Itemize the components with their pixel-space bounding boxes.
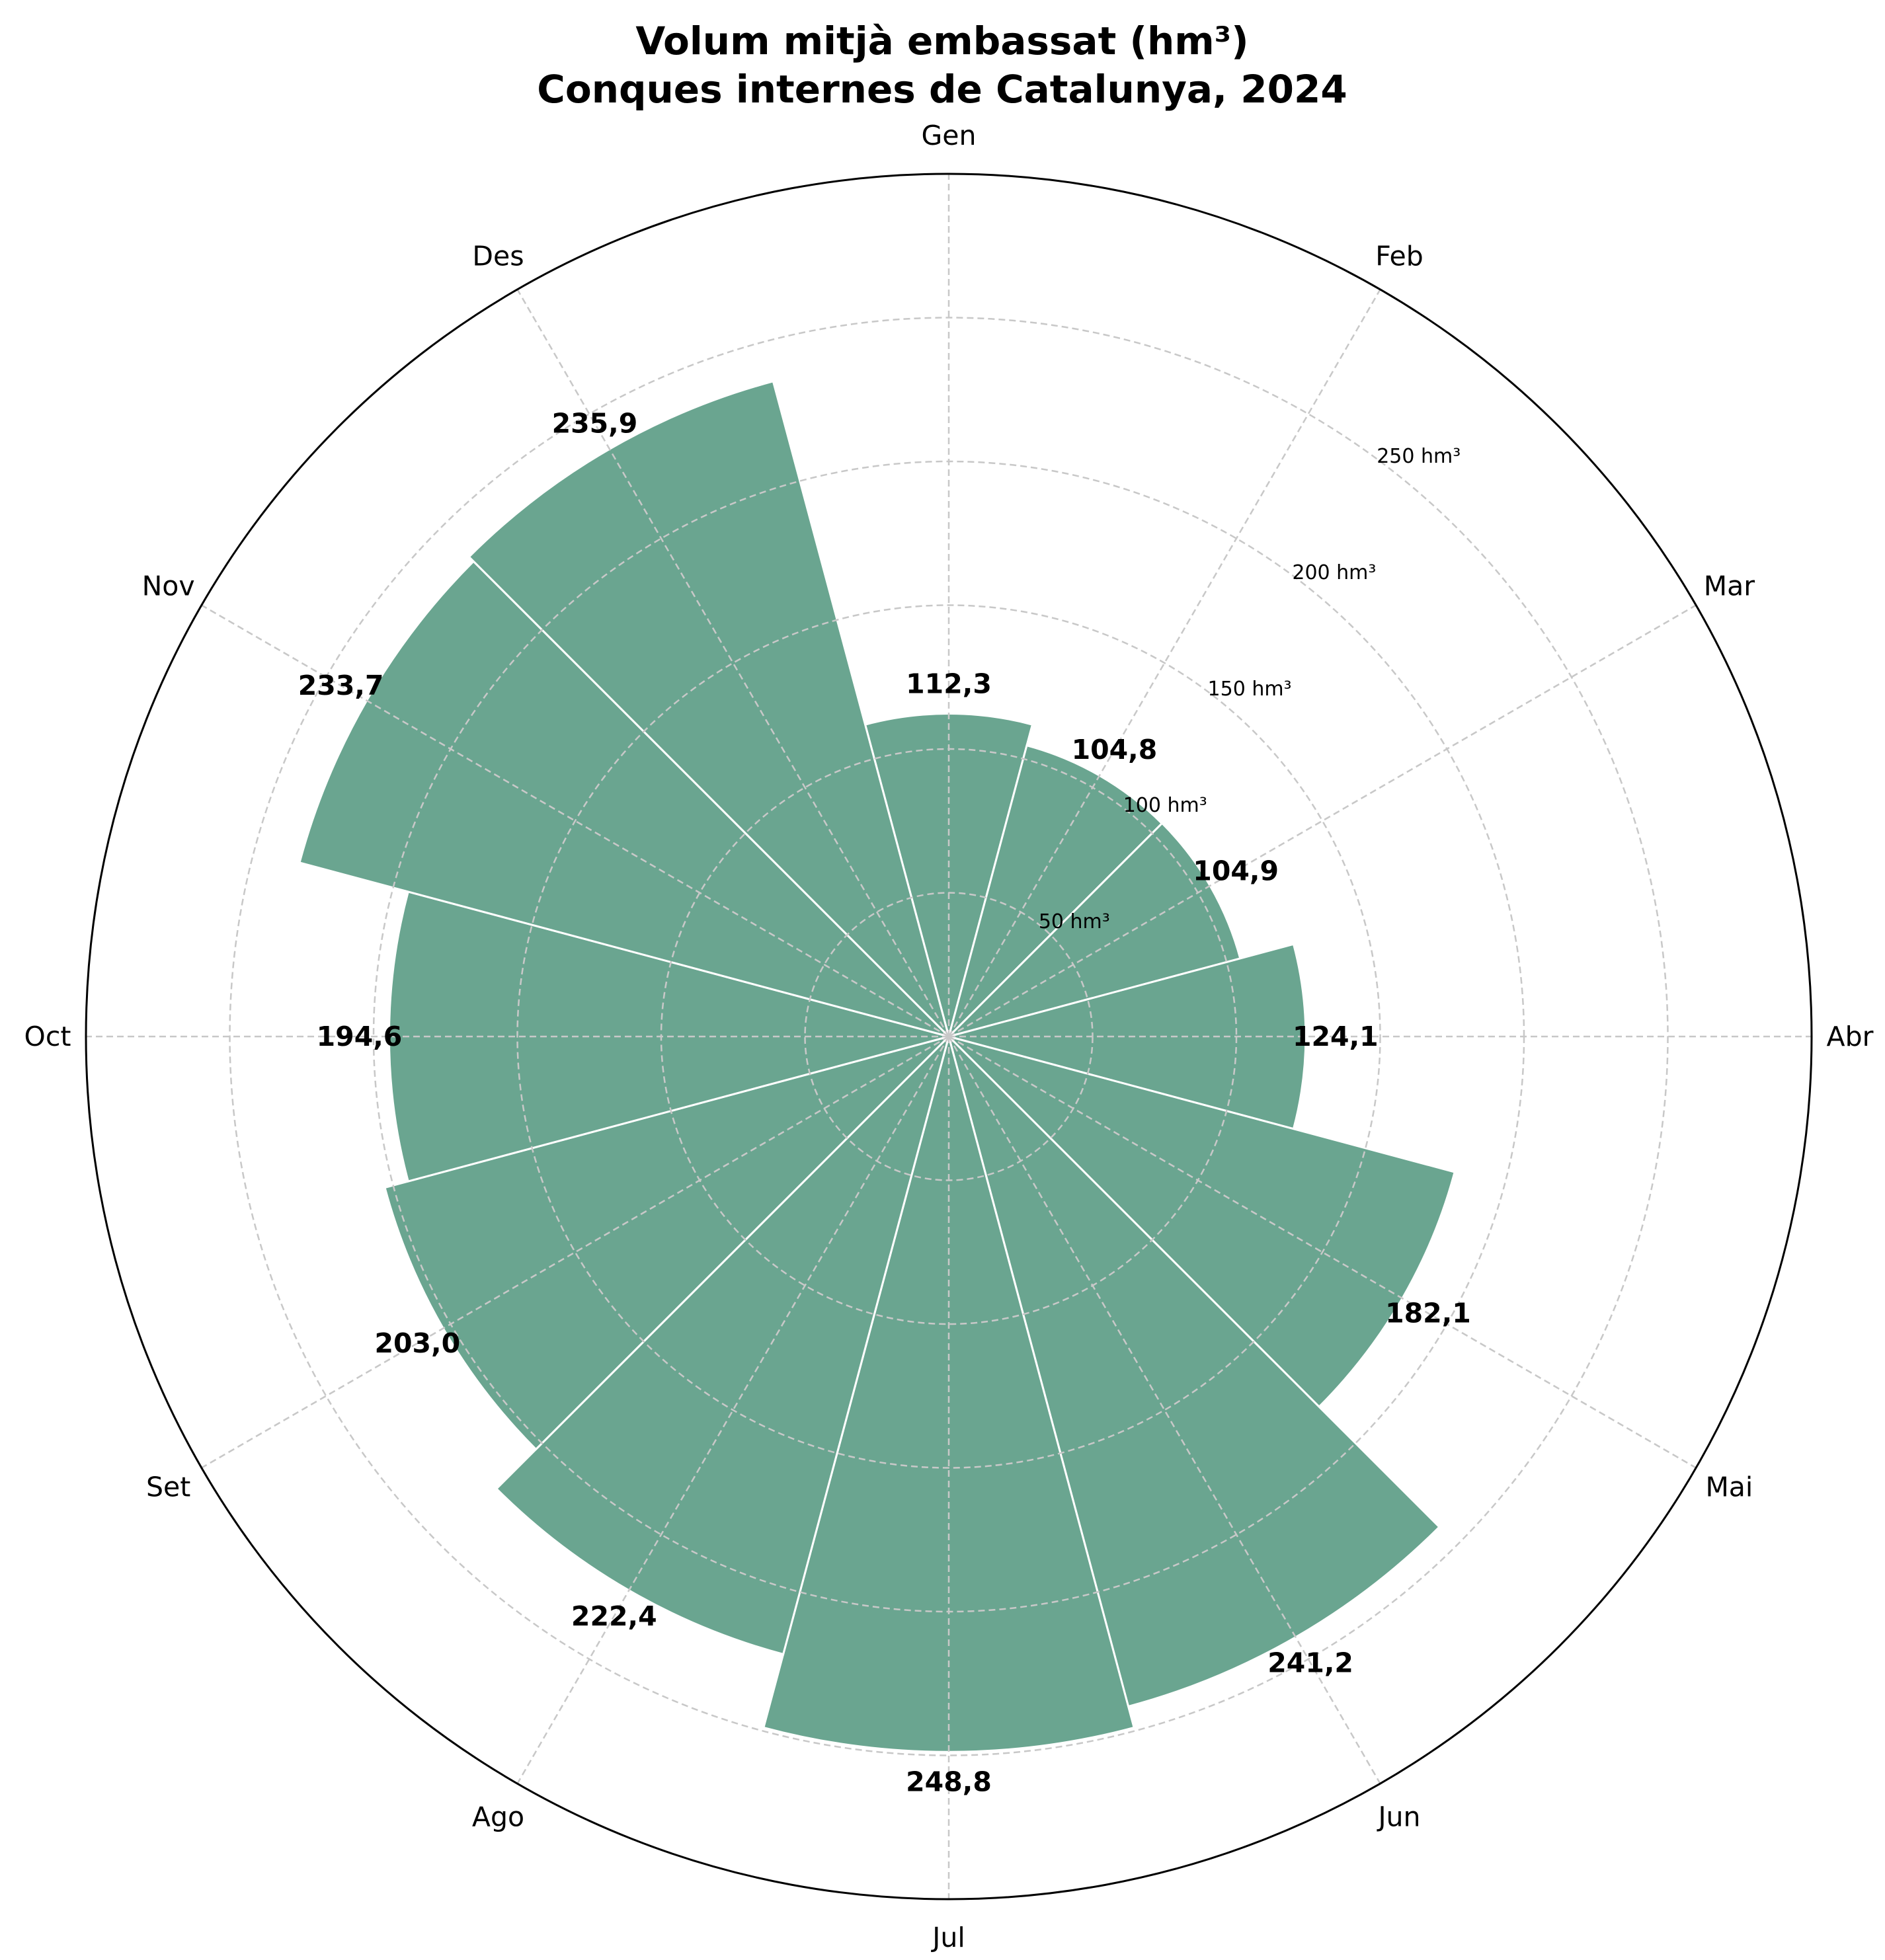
- value-label-set: 203,0: [374, 1327, 460, 1359]
- month-labels: Gen Feb Mar Abr Mai Jun Jul Ago Set Oct Nov Des: [24, 120, 1874, 1953]
- month-label-jun: Jun: [1376, 1801, 1420, 1832]
- value-label-ago: 222,4: [571, 1600, 657, 1632]
- value-label-des: 235,9: [552, 407, 638, 439]
- month-label-abr: Abr: [1827, 1021, 1874, 1052]
- value-label-gen: 112,3: [906, 668, 992, 700]
- bars-layer: [298, 379, 1456, 1753]
- value-label-oct: 194,6: [317, 1021, 403, 1052]
- grid-ring-150: [516, 604, 1381, 1469]
- radial-tick-labels: 50 hm³ 100 hm³ 150 hm³ 200 hm³ 250 hm³: [1039, 445, 1461, 933]
- outer-circle: [85, 173, 1813, 1901]
- chart-title-line-2: Conques internes de Catalunya, 2024: [537, 67, 1347, 112]
- month-label-feb: Feb: [1375, 241, 1424, 272]
- chart-title: Volum mitjà embassat (hm³) Conques inter…: [537, 19, 1347, 112]
- radial-tick-label-100: 100 hm³: [1123, 794, 1207, 817]
- month-label-ago: Ago: [472, 1801, 524, 1832]
- value-label-jul: 248,8: [906, 1766, 992, 1797]
- month-label-nov: Nov: [142, 570, 195, 602]
- value-label-jun: 241,2: [1267, 1647, 1353, 1679]
- grid-spoke-des: [516, 289, 950, 1037]
- value-label-abr: 124,1: [1293, 1021, 1379, 1052]
- radial-tick-label-150: 150 hm³: [1208, 678, 1292, 701]
- grid-ring-250: [229, 317, 1669, 1756]
- month-label-jul: Jul: [930, 1922, 965, 1953]
- value-label-mar: 104,9: [1193, 855, 1279, 886]
- radial-tick-label-50: 50 hm³: [1039, 910, 1110, 933]
- grid-layer: [86, 174, 1812, 1899]
- month-label-mar: Mar: [1704, 570, 1755, 602]
- radial-tick-label-200: 200 hm³: [1292, 561, 1376, 584]
- value-label-nov: 233,7: [298, 670, 384, 701]
- outer-frame: [85, 173, 1813, 1901]
- month-label-oct: Oct: [24, 1021, 71, 1052]
- value-label-feb: 104,8: [1072, 734, 1158, 765]
- month-label-gen: Gen: [922, 120, 977, 151]
- radial-tick-label-250: 250 hm³: [1377, 445, 1461, 468]
- chart-title-line-1: Volum mitjà embassat (hm³): [635, 19, 1248, 63]
- bar-abr: [945, 943, 1307, 1130]
- grid-spoke-ago: [516, 1036, 950, 1784]
- month-label-mai: Mai: [1705, 1471, 1753, 1503]
- value-label-mai: 182,1: [1385, 1298, 1471, 1329]
- grid-spoke-feb: [947, 289, 1381, 1037]
- month-label-des: Des: [472, 241, 524, 272]
- value-labels: 112,3 104,8 104,9 124,1 182,1 241,2 248,8 222,4…: [298, 407, 1471, 1797]
- month-label-set: Set: [146, 1471, 190, 1503]
- grid-spoke-set: [201, 1035, 949, 1469]
- grid-spoke-jun: [947, 1036, 1381, 1784]
- grid-spoke-mar: [948, 604, 1697, 1038]
- grid-spoke-mai: [948, 1035, 1697, 1469]
- grid-spoke-nov: [201, 604, 949, 1038]
- bar-jul: [762, 1033, 1135, 1753]
